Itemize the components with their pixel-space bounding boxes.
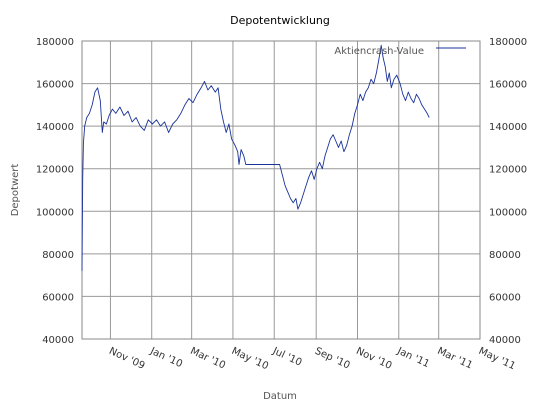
chart-title: Depotentwicklung: [230, 14, 330, 27]
x-tick-label: May '11: [477, 346, 517, 373]
x-axis-title: Datum: [263, 391, 297, 402]
y-tick-label-left: 80000: [42, 250, 74, 261]
x-tick-label: Jul '10: [270, 345, 303, 368]
y-tick-label-left: 100000: [36, 207, 74, 218]
x-tick-label: Nov '09: [107, 346, 146, 372]
x-tick-label: May '10: [230, 346, 270, 373]
x-tick-label: Jan '11: [395, 345, 431, 370]
y-tick-label-right: 160000: [489, 80, 527, 91]
y-tick-label-left: 180000: [36, 37, 74, 48]
series-line: [81, 44, 430, 271]
x-tick-label: Sep '10: [313, 346, 352, 372]
left-y-ticks: 40000 60000 80000 100000 120000 140000 160000 1…: [36, 37, 74, 346]
y-tick-label-right: 80000: [489, 250, 521, 261]
y-tick-label-left: 160000: [36, 80, 74, 91]
y-axis-title: Depotwert: [10, 164, 21, 217]
grid-lines: [82, 40, 480, 340]
y-tick-label-right: 120000: [489, 165, 527, 176]
y-tick-label-right: 140000: [489, 122, 527, 133]
y-tick-label-right: 60000: [489, 292, 521, 303]
y-tick-label-right: 40000: [489, 335, 521, 346]
x-tick-label: Nov '10: [354, 346, 393, 372]
legend: Aktiencrash-Value: [334, 46, 466, 57]
x-tick-label: Mar '11: [435, 346, 474, 372]
y-tick-label-right: 100000: [489, 207, 527, 218]
y-tick-label-left: 120000: [36, 165, 74, 176]
y-tick-label-left: 40000: [42, 335, 74, 346]
y-tick-label-left: 140000: [36, 122, 74, 133]
x-tick-label: Mar '10: [188, 346, 227, 372]
x-tick-label: Jan '10: [148, 345, 184, 370]
legend-label: Aktiencrash-Value: [334, 46, 424, 57]
y-tick-label-left: 60000: [42, 292, 74, 303]
y-tick-label-right: 180000: [489, 37, 527, 48]
plot-frame: [81, 40, 481, 340]
right-y-ticks: 40000 60000 80000 100000 120000 140000 160000 1…: [489, 37, 527, 346]
x-axis-ticks: Nov '09 Jan '10 Mar '10 May '10 Jul '10 Sep '…: [107, 345, 517, 372]
